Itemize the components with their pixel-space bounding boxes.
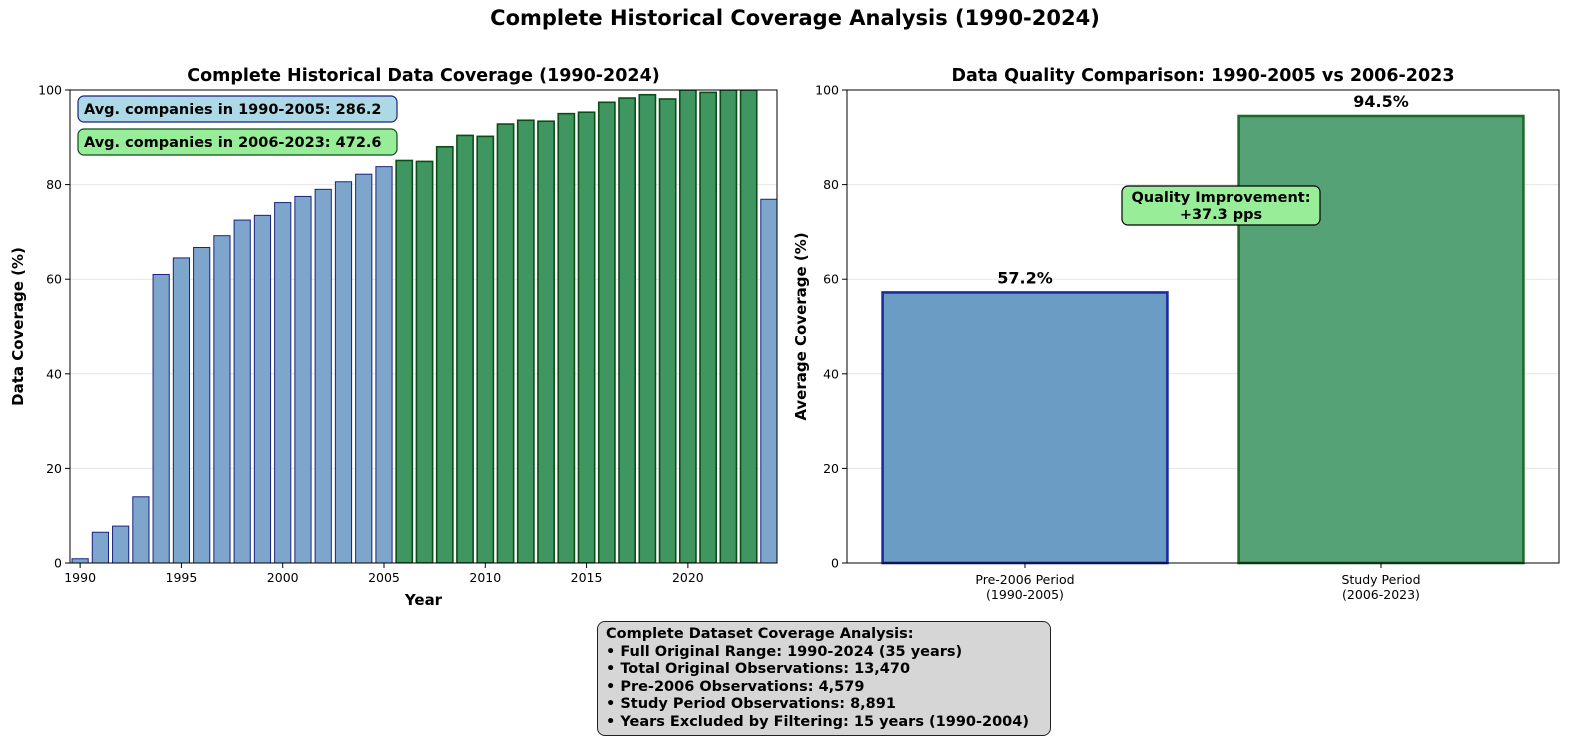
annotation-text-green: Avg. companies in 2006-2023: 472.6 xyxy=(84,135,382,151)
y-tick-label: 20 xyxy=(823,461,839,476)
y-tick-label: 100 xyxy=(38,83,62,98)
quality-improvement-line-1: +37.3 pps xyxy=(1180,207,1262,223)
bar-1994 xyxy=(152,273,170,563)
bar-1993 xyxy=(132,496,150,563)
bar-2014 xyxy=(557,112,576,563)
bar-2003 xyxy=(334,181,353,563)
bar-2016 xyxy=(597,101,616,563)
bar-2006 xyxy=(395,159,414,563)
bar-1998 xyxy=(233,219,251,563)
bars-group xyxy=(71,90,777,563)
bar-1990 xyxy=(71,558,89,563)
bar-2000 xyxy=(274,202,292,563)
data-label-1: 94.5% xyxy=(1353,92,1409,111)
x-tick-label-1-1: (2006-2023) xyxy=(1342,587,1420,602)
bar-2023 xyxy=(739,90,758,563)
y-tick-label: 0 xyxy=(54,556,62,571)
y-tick-label: 40 xyxy=(46,366,62,381)
bar-2015 xyxy=(577,111,596,563)
y-tick-label: 60 xyxy=(46,272,62,287)
data-label-0: 57.2% xyxy=(997,268,1053,287)
bar-1992 xyxy=(112,525,130,563)
bar-1991 xyxy=(91,531,109,563)
bar-2005 xyxy=(375,166,393,563)
x-tick-label-0-1: (1990-2005) xyxy=(986,587,1064,602)
summary-line-1: • Full Original Range: 1990-2024 (35 yea… xyxy=(606,643,963,660)
annotation-text-blue: Avg. companies in 1990-2005: 286.2 xyxy=(84,102,382,118)
y-tick-label: 20 xyxy=(46,461,62,476)
y-tick-label: 80 xyxy=(823,177,839,192)
bar-2012 xyxy=(516,119,535,563)
bar-2007 xyxy=(415,160,434,563)
summary-line-0: Complete Dataset Coverage Analysis: xyxy=(606,626,914,642)
bar-2004 xyxy=(355,173,373,563)
chart1-xlabel: Year xyxy=(404,591,443,609)
comparison-bar-0 xyxy=(881,291,1169,565)
bar-2021 xyxy=(699,91,718,563)
quality-improvement-box xyxy=(1121,185,1321,226)
bar-2018 xyxy=(638,93,657,563)
chart2-ylabel: Average Coverage (%) xyxy=(792,232,810,420)
bar-1995 xyxy=(172,257,191,563)
annotation-box-green xyxy=(77,128,398,156)
summary-box: Complete Dataset Coverage Analysis: • Fu… xyxy=(597,621,1051,736)
bar-2011 xyxy=(496,123,515,563)
chart1-ylabel: Data Coverage (%) xyxy=(9,247,27,406)
x-tick-label: 2000 xyxy=(267,570,299,585)
quality-improvement-line-0: Quality Improvement: xyxy=(1131,190,1310,206)
y-tick-label: 80 xyxy=(46,177,62,192)
bar-2020 xyxy=(678,90,697,563)
bar-1996 xyxy=(193,247,211,563)
figure-title: Complete Historical Coverage Analysis (1… xyxy=(490,6,1100,30)
summary-line-4: • Study Period Observations: 8,891 xyxy=(606,696,896,713)
x-tick-label-0-0: Pre-2006 Period xyxy=(975,572,1074,587)
annotation-box-blue xyxy=(77,95,398,123)
bar-1997 xyxy=(213,235,231,563)
bar-2017 xyxy=(618,97,636,563)
summary-line-3: • Pre-2006 Observations: 4,579 xyxy=(606,678,865,695)
x-tick-label: 1995 xyxy=(166,570,198,585)
bar-1999 xyxy=(253,214,272,563)
bar-2013 xyxy=(537,120,555,563)
bar-2008 xyxy=(435,145,454,563)
y-tick-label: 100 xyxy=(815,83,839,98)
x-tick-label: 2020 xyxy=(672,570,704,585)
chart1-title: Complete Historical Data Coverage (1990-… xyxy=(187,66,660,86)
bar-2001 xyxy=(294,195,312,563)
bar-2019 xyxy=(658,98,677,563)
bar-2022 xyxy=(719,90,738,563)
y-tick-label: 0 xyxy=(831,556,839,571)
plot-frame xyxy=(846,89,1560,564)
x-tick-label: 2010 xyxy=(469,570,501,585)
bar-2024 xyxy=(760,198,777,563)
plot-frame xyxy=(69,89,778,564)
summary-line-5: • Years Excluded by Filtering: 15 years … xyxy=(606,713,1029,730)
y-tick-label: 40 xyxy=(823,366,839,381)
bar-2009 xyxy=(456,134,474,563)
bar-2010 xyxy=(476,135,495,563)
x-tick-label: 1990 xyxy=(64,570,96,585)
x-tick-label: 2015 xyxy=(571,570,603,585)
bar-2002 xyxy=(314,188,332,563)
comparison-bar-1 xyxy=(1237,114,1525,565)
summary-line-2: • Total Original Observations: 13,470 xyxy=(606,661,911,678)
chart2-title: Data Quality Comparison: 1990-2005 vs 20… xyxy=(951,66,1454,86)
x-tick-label-1-0: Study Period xyxy=(1341,572,1420,587)
y-tick-label: 60 xyxy=(823,272,839,287)
x-tick-label: 2005 xyxy=(368,570,400,585)
